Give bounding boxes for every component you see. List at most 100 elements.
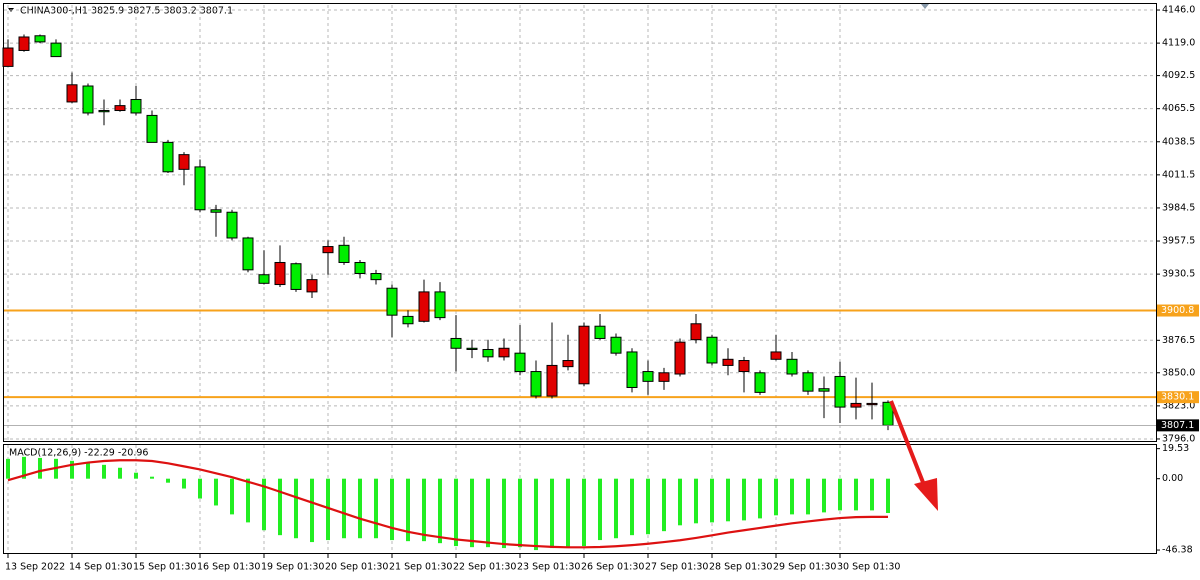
macd-bar (598, 478, 602, 541)
macd-bar (38, 457, 42, 479)
candle-body (386, 287, 398, 316)
x-tick-label: 13 Sep 2022 (5, 562, 65, 573)
candle-body (722, 358, 734, 366)
candle-body (450, 337, 462, 349)
candle-body (738, 360, 750, 373)
macd-panel (3, 444, 1157, 554)
macd-bar (758, 478, 762, 519)
macd-bar (150, 476, 154, 479)
macd-bar (6, 458, 10, 479)
macd-bar (454, 478, 458, 547)
last-price-bg (1157, 419, 1199, 432)
candle-body (338, 244, 350, 263)
candle-body (226, 211, 238, 239)
x-tick-label: 14 Sep 01:30 (69, 562, 132, 573)
macd-bar (582, 478, 586, 547)
candle-body (546, 364, 558, 397)
candle-body (802, 372, 814, 392)
y-tick-label: 3823.0 (1162, 400, 1195, 411)
macd-bar (774, 478, 778, 516)
candle-body (418, 291, 430, 322)
macd-bar (678, 478, 682, 526)
x-tick-label: 26 Sep 01:30 (581, 562, 644, 573)
macd-bar (614, 478, 618, 539)
candle-body (434, 291, 446, 319)
macd-bar (326, 478, 330, 541)
macd-tick-label: -46.38 (1162, 545, 1193, 556)
y-tick-label: 4092.5 (1162, 70, 1195, 81)
arrow-head (914, 478, 938, 511)
macd-bar (646, 478, 650, 535)
y-tick-label: 4146.0 (1162, 5, 1195, 16)
x-tick-label: 15 Sep 01:30 (133, 562, 196, 573)
candle-body (98, 110, 110, 113)
x-tick-label: 22 Sep 01:30 (453, 562, 516, 573)
y-tick-label: 3876.5 (1162, 335, 1195, 346)
x-tick-label: 21 Sep 01:30 (389, 562, 452, 573)
candle-body (514, 352, 526, 373)
candle-body (402, 315, 414, 325)
macd-bar (422, 478, 426, 542)
last-price-label: 3807.1 (1161, 420, 1194, 431)
candle-body (658, 372, 670, 382)
level-label-bg (1157, 304, 1199, 317)
y-tick-label: 3984.5 (1162, 202, 1195, 213)
candle-body (642, 371, 654, 382)
macd-bar (134, 472, 138, 479)
x-tick-label: 28 Sep 01:30 (709, 562, 772, 573)
candle-body (34, 35, 46, 43)
arrow-shaft (889, 400, 928, 491)
macd-bar (886, 478, 890, 513)
macd-bar (22, 456, 26, 479)
macd-bar (390, 478, 394, 541)
level-label: 3900.8 (1161, 305, 1194, 316)
level-label-bg (1157, 391, 1199, 404)
candle-body (146, 114, 158, 143)
candle-body (274, 261, 286, 286)
macd-bar (182, 478, 186, 489)
y-tick-label: 3930.5 (1162, 269, 1195, 280)
macd-bar (262, 478, 266, 531)
y-tick-label: 3957.5 (1162, 236, 1195, 247)
macd-bar (246, 478, 250, 523)
macd-tick-label: 0.00 (1162, 473, 1183, 484)
macd-bar (358, 478, 362, 539)
y-tick-label: 4119.0 (1162, 38, 1195, 49)
macd-bar (630, 478, 634, 536)
candle-body (50, 42, 62, 58)
macd-title: MACD(12,26,9) -22.29 -20.96 (9, 448, 148, 459)
candle-body (866, 402, 878, 406)
candle-body (370, 273, 382, 281)
macd-bar (198, 478, 202, 499)
candle-body (530, 371, 542, 397)
macd-bar (550, 478, 554, 549)
macd-bar (406, 478, 410, 542)
candle-body (594, 325, 606, 339)
macd-bar (230, 478, 234, 515)
macd-bar (70, 460, 74, 479)
macd-bar (342, 478, 346, 539)
candle-body (770, 351, 782, 360)
candle-body (674, 341, 686, 375)
macd-tick-label: 19.53 (1162, 443, 1189, 454)
candle-body (178, 154, 190, 170)
macd-bar (710, 478, 714, 523)
candle-body (210, 209, 222, 213)
x-tick-label: 27 Sep 01:30 (645, 562, 708, 573)
macd-bar (518, 478, 522, 548)
candle-body (834, 375, 846, 408)
candle-body (466, 347, 478, 350)
macd-bar (118, 467, 122, 479)
candle-body (258, 274, 270, 284)
y-tick-label: 3796.0 (1162, 433, 1195, 444)
macd-bar (502, 478, 506, 549)
candle-body (754, 372, 766, 393)
candle-body (322, 246, 334, 254)
macd-bar (726, 478, 730, 522)
macd-bar (694, 478, 698, 524)
y-tick-label: 3850.0 (1162, 367, 1195, 378)
level-label: 3830.1 (1161, 392, 1194, 403)
shift-marker (921, 4, 929, 9)
macd-bar (838, 478, 842, 511)
